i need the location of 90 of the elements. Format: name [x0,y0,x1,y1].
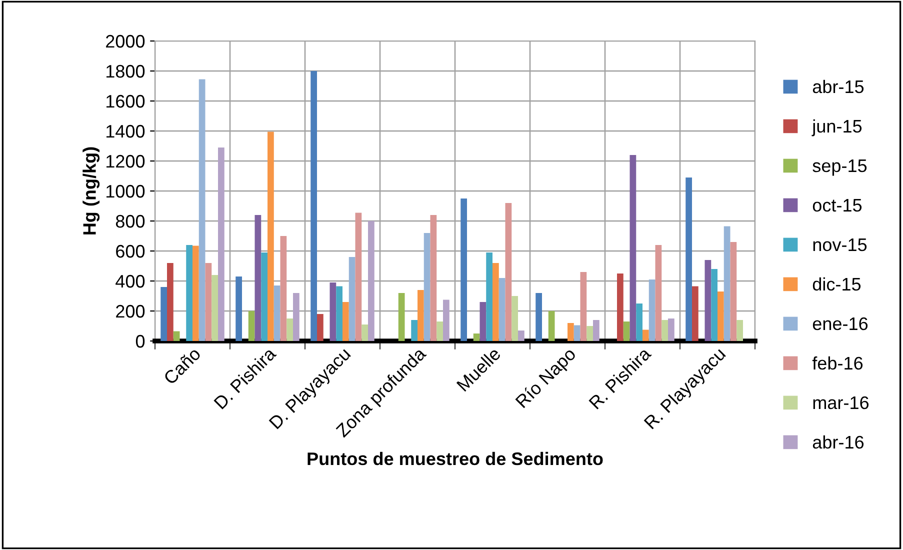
legend-label: abr-15 [812,80,864,94]
bar [711,269,718,341]
legend-label: jun-15 [812,119,862,136]
legend-label: ene-16 [812,317,868,330]
y-tick-label: 1600 [106,94,145,108]
legend-label: oct-15 [812,199,862,212]
bar [212,275,218,341]
bar [686,178,692,341]
bar [568,323,574,341]
bar [512,296,518,341]
bar [167,263,174,341]
bar [411,320,418,341]
y-axis-title: Hg (ng/kg) [82,147,100,234]
bar [205,263,212,341]
bar [286,318,293,341]
bar [655,245,662,341]
bar [218,148,224,341]
bar [261,252,268,341]
legend-label: nov-15 [813,238,867,252]
bar [548,311,555,341]
bar [574,325,580,341]
bar [398,293,405,341]
bar [648,280,656,341]
y-tick-label: 1200 [106,154,145,168]
bar [424,233,430,341]
legend-label: feb-16 [812,356,863,370]
bar [430,215,437,341]
bar [198,79,206,341]
x-axis-title: Puntos de muestreo de Sedimento [308,452,603,466]
y-tick-label: 800 [116,214,145,228]
bar [362,324,368,341]
bar [254,215,262,341]
bar [236,276,242,341]
bar [186,245,192,341]
y-tick-label: 0 [136,334,145,348]
y-tick-label: 1400 [106,124,145,138]
bar [443,300,450,341]
bar [355,212,362,341]
bar [636,304,642,341]
bar [617,274,624,341]
legend-label: sep-15 [812,160,867,176]
bar [730,242,737,341]
bar [692,286,698,341]
legend-label: mar-16 [813,396,869,410]
bar [642,330,649,341]
bar [492,263,499,341]
bar [580,272,587,341]
bar [330,282,336,341]
bar [274,286,280,341]
bar [586,326,593,341]
legend-label: abr-16 [812,435,864,449]
bar [368,221,374,341]
bar [280,236,287,341]
bar [317,314,324,341]
bar [518,330,524,341]
bar [342,302,349,341]
bar [704,260,712,341]
bar [724,226,730,341]
bar [668,318,674,341]
bar [160,287,167,341]
y-tick-label: 600 [116,244,145,258]
bar [173,331,180,341]
y-tick-label: 1000 [106,184,145,198]
bar [736,320,743,341]
bar [348,257,356,341]
bar [192,246,199,341]
bar [505,203,512,341]
y-tick-label: 2000 [106,34,145,48]
legend-label: dic-15 [812,277,861,291]
bar [248,311,255,341]
bar [623,322,630,341]
bar [718,292,724,341]
bar [486,252,492,341]
y-tick-label: 1800 [106,64,145,78]
y-tick-label: 400 [116,274,145,288]
bar [436,322,443,341]
bar [536,293,542,341]
bar [293,293,300,341]
bar [473,334,480,341]
bar [498,278,506,341]
bar [460,198,467,341]
bar [310,71,317,341]
bar [336,286,342,341]
bar [418,290,424,341]
bar [593,320,600,341]
bar [630,155,636,341]
bar [268,132,274,341]
bar [662,320,668,341]
y-tick-label: 200 [116,304,145,318]
bar [480,302,486,341]
